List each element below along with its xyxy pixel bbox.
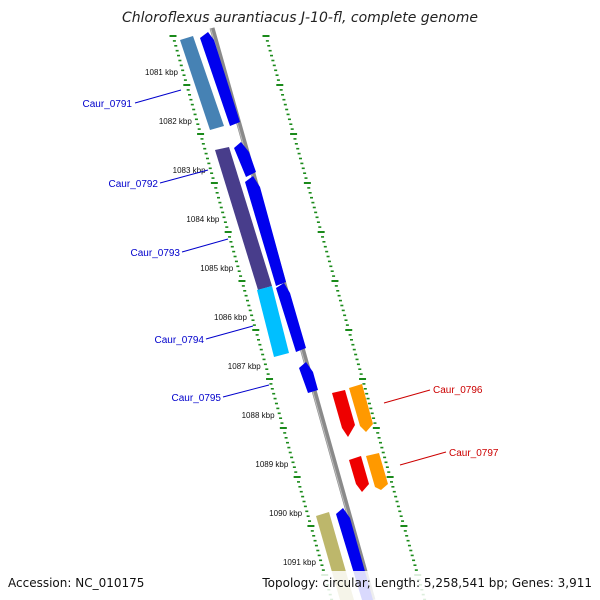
gene-block-caur-0791[interactable]: [180, 36, 224, 130]
gene-label-caur-0795[interactable]: Caur_0795: [172, 393, 222, 404]
cds-arrow-5[interactable]: [299, 362, 318, 393]
leader-caur-0796: [383, 389, 431, 404]
kbp-label: 1088 kbp: [242, 411, 275, 420]
gene-label-caur-0793[interactable]: Caur_0793: [131, 248, 181, 259]
leader-caur-0793: [181, 238, 229, 253]
kbp-label: 1090 kbp: [269, 509, 302, 518]
kbp-label: 1091 kbp: [283, 558, 316, 567]
leader-caur-0791: [134, 89, 182, 104]
kbp-label: 1083 kbp: [173, 166, 206, 175]
cds-track-forward: [200, 32, 373, 600]
right-gene-labels: Caur_0796 Caur_0797: [383, 385, 499, 466]
kbp-scale: 1081 kbp 1082 kbp 1083 kbp 1084 kbp 1085 kbp…: [145, 68, 316, 567]
right-tick-track: [262, 35, 427, 600]
gene-label-caur-0794[interactable]: Caur_0794: [155, 335, 205, 346]
leader-caur-0794: [205, 325, 254, 340]
cds-arrow-1[interactable]: [200, 32, 240, 126]
cds-arrow-4[interactable]: [276, 283, 306, 352]
cds-arrow-2[interactable]: [234, 142, 256, 177]
gene-label-caur-0791[interactable]: Caur_0791: [83, 99, 133, 110]
gene-block-caur-0792-0793[interactable]: [215, 147, 272, 290]
gene-label-caur-0797[interactable]: Caur_0797: [449, 448, 499, 459]
kbp-label: 1082 kbp: [159, 117, 192, 126]
cds-track-left: [180, 36, 354, 600]
kbp-label: 1087 kbp: [228, 362, 261, 371]
kbp-label: 1085 kbp: [200, 264, 233, 273]
footer-bg: [0, 571, 600, 600]
cds-orange-2[interactable]: [366, 453, 388, 490]
accession-text: Accession: NC_010175: [8, 576, 144, 590]
cds-red-2[interactable]: [349, 456, 369, 492]
kbp-label: 1089 kbp: [255, 460, 288, 469]
summary-text: Topology: circular; Length: 5,258,541 bp…: [261, 576, 592, 590]
gene-label-caur-0796[interactable]: Caur_0796: [433, 385, 483, 396]
left-tick-track: [169, 35, 334, 600]
leader-caur-0795: [222, 384, 270, 398]
kbp-label: 1086 kbp: [214, 313, 247, 322]
cds-orange-1[interactable]: [349, 384, 373, 432]
gene-block-caur-0794[interactable]: [257, 286, 289, 357]
left-gene-labels: Caur_0791 Caur_0792 Caur_0793 Caur_0794 …: [83, 89, 270, 404]
kbp-label: 1081 kbp: [145, 68, 178, 77]
page-title: Chloroflexus aurantiacus J-10-fl, comple…: [122, 10, 478, 26]
kbp-label: 1084 kbp: [186, 215, 219, 224]
gene-label-caur-0792[interactable]: Caur_0792: [109, 179, 159, 190]
leader-caur-0792: [159, 169, 209, 184]
cds-red-1[interactable]: [332, 390, 355, 437]
leader-caur-0797: [399, 451, 447, 466]
cds-arrow-3[interactable]: [245, 176, 286, 286]
cds-track-right: [332, 384, 388, 492]
